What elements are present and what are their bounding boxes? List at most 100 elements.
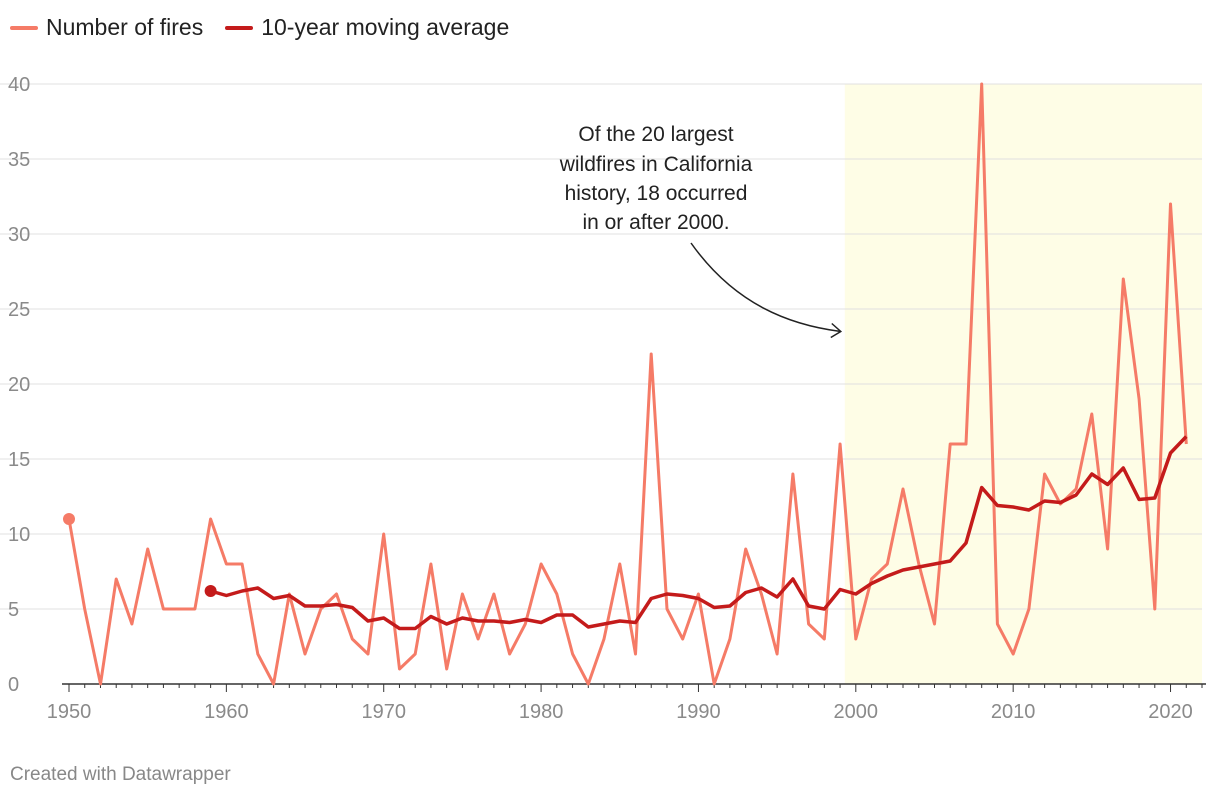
data-point-number-of-fires-1971 bbox=[397, 667, 401, 671]
x-axis-ticks: 1950 1960 1970 1980 1990 2000 2010 2020 bbox=[47, 684, 1203, 723]
data-point-number-of-fires-1991 bbox=[712, 682, 716, 686]
data-point-number-of-fires-2018 bbox=[1137, 397, 1141, 401]
data-point-moving-average-1969 bbox=[366, 619, 370, 623]
data-point-number-of-fires-1951 bbox=[83, 607, 87, 611]
x-tick-label-1990: 1990 bbox=[676, 701, 721, 723]
data-point-number-of-fires-1954 bbox=[130, 622, 134, 626]
data-point-moving-average-2003 bbox=[901, 568, 905, 572]
data-point-moving-average-1981 bbox=[555, 613, 559, 617]
data-point-moving-average-1984 bbox=[602, 622, 606, 626]
annotation-line-3: history, 18 occurred bbox=[565, 182, 748, 205]
data-point-number-of-fires-1997 bbox=[807, 622, 811, 626]
legend-item-fires[interactable]: Number of fires bbox=[10, 14, 203, 41]
y-tick-label-5: 5 bbox=[8, 599, 19, 621]
x-tick-label-1980: 1980 bbox=[519, 701, 564, 723]
data-point-moving-average-1986 bbox=[634, 621, 638, 625]
series-points bbox=[63, 202, 1173, 686]
annotation-arrowhead bbox=[830, 322, 843, 339]
data-point-moving-average-2000 bbox=[854, 592, 858, 596]
data-point-number-of-fires-2017 bbox=[1121, 277, 1125, 281]
data-point-moving-average-2004 bbox=[917, 565, 921, 569]
data-point-moving-average-2019 bbox=[1153, 496, 1157, 500]
data-point-number-of-fires-2011 bbox=[1027, 607, 1031, 611]
data-point-number-of-fires-1990 bbox=[696, 592, 700, 596]
data-point-moving-average-2006 bbox=[948, 559, 952, 563]
data-point-moving-average-1997 bbox=[807, 604, 811, 608]
data-point-moving-average-1959 bbox=[204, 585, 217, 597]
data-point-number-of-fires-1962 bbox=[256, 652, 260, 656]
data-point-moving-average-1994 bbox=[759, 586, 763, 590]
data-point-number-of-fires-2020 bbox=[1169, 202, 1173, 206]
data-point-moving-average-2009 bbox=[995, 504, 999, 508]
data-point-number-of-fires-1968 bbox=[350, 637, 354, 641]
data-point-number-of-fires-1961 bbox=[240, 562, 244, 566]
series-line-10-year-moving-average[interactable] bbox=[210, 435, 1188, 631]
data-point-moving-average-2013 bbox=[1058, 501, 1062, 505]
data-point-moving-average-1991 bbox=[712, 606, 716, 610]
data-point-moving-average-2001 bbox=[870, 582, 874, 586]
data-point-number-of-fires-1956 bbox=[161, 607, 165, 611]
gridlines bbox=[0, 83, 1202, 610]
data-point-number-of-fires-1980 bbox=[539, 562, 543, 566]
data-point-number-of-fires-1995 bbox=[775, 652, 779, 656]
data-point-number-of-fires-1955 bbox=[146, 547, 150, 551]
data-point-moving-average-1968 bbox=[350, 606, 354, 610]
data-point-number-of-fires-1988 bbox=[665, 607, 669, 611]
data-point-moving-average-1988 bbox=[665, 592, 669, 596]
y-tick-label-25: 25 bbox=[8, 299, 30, 321]
data-point-moving-average-1960 bbox=[224, 594, 228, 598]
data-point-moving-average-1990 bbox=[696, 597, 700, 601]
data-point-number-of-fires-2007 bbox=[964, 442, 968, 446]
series-line-number-of-fires[interactable] bbox=[67, 82, 1188, 686]
y-tick-label-35: 35 bbox=[8, 149, 30, 171]
data-point-number-of-fires-2014 bbox=[1074, 487, 1078, 491]
data-point-number-of-fires-1963 bbox=[272, 682, 276, 686]
data-point-number-of-fires-2005 bbox=[932, 622, 936, 626]
data-point-moving-average-1979 bbox=[523, 618, 527, 622]
data-point-moving-average-1962 bbox=[256, 586, 260, 590]
legend-swatch-average bbox=[225, 25, 254, 30]
x-tick-label-2010: 2010 bbox=[991, 701, 1036, 723]
data-point-number-of-fires-1984 bbox=[602, 637, 606, 641]
annotation-line-2: wildfires in California bbox=[559, 153, 753, 176]
data-point-moving-average-1973 bbox=[429, 615, 433, 619]
data-point-moving-average-1966 bbox=[319, 604, 323, 608]
data-point-moving-average-1992 bbox=[728, 604, 732, 608]
data-point-number-of-fires-1972 bbox=[413, 652, 417, 656]
data-point-number-of-fires-1960 bbox=[224, 562, 228, 566]
data-point-moving-average-1961 bbox=[240, 589, 244, 593]
data-point-number-of-fires-1993 bbox=[744, 547, 748, 551]
data-point-moving-average-1970 bbox=[382, 616, 386, 620]
data-point-number-of-fires-2019 bbox=[1153, 607, 1157, 611]
data-point-moving-average-2005 bbox=[932, 562, 936, 566]
x-tick-label-1950: 1950 bbox=[47, 701, 92, 723]
data-point-moving-average-2007 bbox=[964, 541, 968, 545]
data-point-moving-average-1995 bbox=[775, 595, 779, 599]
legend-label-fires: Number of fires bbox=[46, 14, 204, 40]
y-tick-label-40: 40 bbox=[8, 74, 30, 96]
data-point-moving-average-1976 bbox=[476, 619, 480, 623]
data-point-number-of-fires-2010 bbox=[1011, 652, 1015, 656]
data-point-moving-average-1964 bbox=[287, 594, 291, 598]
legend-item-average[interactable]: 10-year moving average bbox=[225, 14, 509, 41]
data-point-number-of-fires-2002 bbox=[885, 562, 889, 566]
data-point-moving-average-1989 bbox=[681, 594, 685, 598]
y-tick-label-15: 15 bbox=[8, 449, 30, 471]
data-point-number-of-fires-1983 bbox=[586, 682, 590, 686]
y-tick-label-30: 30 bbox=[8, 224, 30, 246]
data-point-moving-average-1982 bbox=[571, 613, 575, 617]
y-axis-ticks: 0 5 10 15 20 25 30 35 40 bbox=[8, 74, 30, 696]
x-tick-label-2020: 2020 bbox=[1148, 701, 1193, 723]
credit: Created with Datawrapper bbox=[10, 764, 231, 785]
annotation-arrow bbox=[690, 242, 841, 333]
data-point-number-of-fires-1999 bbox=[838, 442, 842, 446]
data-point-number-of-fires-2015 bbox=[1090, 412, 1094, 416]
data-point-number-of-fires-2006 bbox=[948, 442, 952, 446]
data-point-number-of-fires-1985 bbox=[618, 562, 622, 566]
data-point-number-of-fires-1959 bbox=[209, 517, 213, 521]
data-point-number-of-fires-1950 bbox=[63, 513, 75, 525]
data-point-moving-average-1993 bbox=[744, 591, 748, 595]
data-point-moving-average-2002 bbox=[885, 574, 889, 578]
data-point-number-of-fires-1974 bbox=[445, 667, 449, 671]
annotation-line-4: in or after 2000. bbox=[582, 211, 729, 234]
